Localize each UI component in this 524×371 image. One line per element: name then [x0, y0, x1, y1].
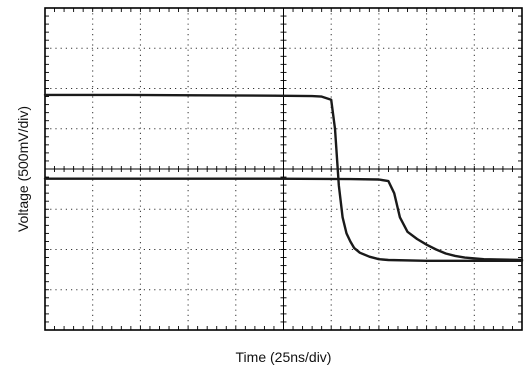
x-axis-label: Time (25ns/div)	[236, 349, 332, 365]
y-axis-label: Voltage (500mV/div)	[15, 106, 31, 232]
tick-marks	[44, 7, 523, 331]
trace-2	[43, 177, 524, 262]
traces	[43, 93, 524, 262]
trace-1	[43, 93, 524, 262]
